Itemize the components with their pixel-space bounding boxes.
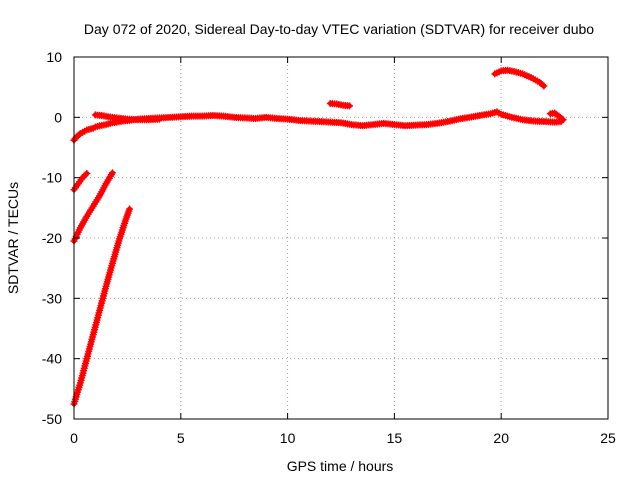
x-tick-label: 20 xyxy=(493,430,509,446)
series-short-segment-12h xyxy=(326,99,354,110)
y-tick-label: -30 xyxy=(42,290,62,306)
data-point xyxy=(155,115,163,123)
x-tick-label: 25 xyxy=(600,430,616,446)
series-late-segment-20h xyxy=(491,66,548,90)
y-tick-label: -20 xyxy=(42,230,62,246)
x-tick-label: 5 xyxy=(177,430,185,446)
x-tick-label: 15 xyxy=(387,430,403,446)
series-early-segment-c xyxy=(70,205,134,408)
series-upper-band xyxy=(91,111,163,124)
data-point xyxy=(346,102,354,110)
series-line xyxy=(71,170,90,193)
axis-ticks: 0 5 10 15 20 25 -50 -40 -30 -20 -10 0 10 xyxy=(42,49,616,446)
series-early-segment-a xyxy=(70,169,91,194)
y-tick-label: 10 xyxy=(46,49,62,65)
data-point xyxy=(126,205,134,213)
chart-title: Day 072 of 2020, Sidereal Day-to-day VTE… xyxy=(84,21,594,37)
y-tick-label: -40 xyxy=(42,351,62,367)
data-point xyxy=(83,169,91,177)
data-point xyxy=(538,81,546,89)
data-point xyxy=(108,169,116,177)
y-tick-label: -50 xyxy=(42,411,62,427)
series-end-wiggle-22h xyxy=(546,109,567,124)
y-tick-label: -10 xyxy=(42,170,62,186)
data-point xyxy=(559,116,567,124)
x-axis-label: GPS time / hours xyxy=(287,458,394,474)
x-tick-label: 0 xyxy=(70,430,78,446)
data-point xyxy=(81,171,89,179)
series-early-segment-b xyxy=(70,169,116,245)
data-point xyxy=(540,82,548,90)
series-main-trace xyxy=(70,108,565,144)
data-marks xyxy=(70,66,567,408)
y-tick-label: 0 xyxy=(54,109,62,125)
x-tick-label: 10 xyxy=(280,430,296,446)
data-point xyxy=(558,115,566,123)
y-axis-label: SDTVAR / TECUs xyxy=(5,182,21,294)
